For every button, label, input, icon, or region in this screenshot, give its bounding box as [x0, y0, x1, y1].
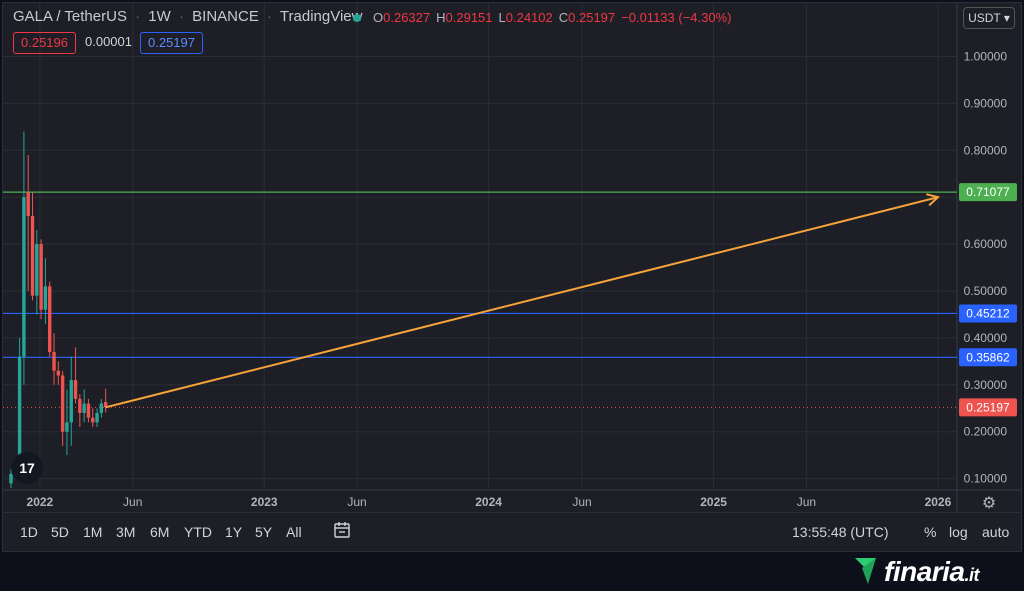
ohlc-legend: O0.26327 H0.29151 L0.24102 C0.25197 −0.01133…	[353, 10, 737, 25]
candle-body	[69, 380, 73, 423]
timeframe-5d[interactable]: 5D	[51, 524, 69, 540]
finaria-logo-icon	[855, 558, 876, 584]
trend-arrow-line	[105, 196, 939, 409]
timeframe-1d[interactable]: 1D	[20, 524, 38, 540]
tradingview-logo-icon	[11, 452, 43, 484]
log-scale-toggle[interactable]: log	[949, 524, 968, 540]
candle-body	[91, 417, 95, 423]
candle-body	[86, 403, 91, 418]
y-tick-label: 0.20000	[964, 425, 1008, 439]
close-label: C	[558, 10, 569, 25]
symbol-header[interactable]: GALA / TetherUS · 1W · BINANCE · Trading…	[13, 8, 363, 25]
candle-body	[17, 356, 22, 465]
brand-logo-text: finaria.it	[884, 556, 980, 588]
candle-body	[22, 197, 26, 357]
y-tick-label: 0.50000	[964, 284, 1008, 298]
price-axis-tag	[959, 348, 1017, 367]
source-label: TradingView	[279, 8, 363, 25]
price-axis-tag	[959, 398, 1017, 417]
candle-body	[78, 398, 82, 413]
candle-body	[35, 244, 39, 296]
timeframe-all[interactable]: All	[286, 524, 302, 540]
price-axis-tag-label: 0.45212	[966, 306, 1010, 320]
high-label: H	[436, 10, 446, 25]
trend-arrow-head	[926, 193, 940, 207]
currency-selector[interactable]: USDT ▾	[963, 7, 1015, 29]
interval-label: 1W	[148, 8, 171, 25]
buy-price-box[interactable]: 0.25197	[140, 32, 203, 54]
settings-gear-icon[interactable]: ⚙	[982, 493, 996, 512]
market-status-dot	[353, 14, 361, 23]
high-value: 0.29151	[445, 10, 493, 25]
chevron-down-icon: ▾	[1003, 11, 1010, 25]
candle-body	[48, 286, 52, 352]
price-axis-tag	[959, 183, 1017, 202]
change-value: −0.01133 (−4.30%)	[621, 10, 732, 25]
timeframe-6m[interactable]: 6M	[150, 524, 170, 540]
chart-window: 1.000000.900000.800000.700000.600000.500…	[2, 2, 1022, 552]
candle-body	[65, 422, 69, 432]
timeframe-5y[interactable]: 5Y	[255, 524, 273, 540]
brand-name: finaria	[884, 556, 965, 587]
y-tick-label: 0.10000	[964, 472, 1008, 486]
y-tick-label: 0.80000	[964, 143, 1008, 157]
low-label: L	[498, 10, 506, 25]
price-axis-tag	[959, 304, 1017, 323]
candle-body	[60, 375, 65, 432]
candle-body	[39, 244, 43, 310]
candle-body	[9, 473, 13, 484]
candle-body	[95, 412, 99, 423]
sell-price-box[interactable]: 0.25196	[13, 32, 76, 54]
candle-body	[56, 370, 61, 376]
pair-name: GALA / TetherUS	[13, 8, 127, 25]
x-tick-label: Jun	[123, 495, 142, 509]
x-tick-label: Jun	[572, 495, 591, 509]
candle-body	[82, 403, 86, 413]
x-tick-label: 2026	[925, 495, 952, 509]
auto-scale-toggle[interactable]: auto	[982, 524, 1010, 540]
price-chart[interactable]: 1.000000.900000.800000.700000.600000.500…	[3, 3, 1021, 551]
utc-clock[interactable]: 13:55:48 (UTC)	[792, 524, 889, 540]
x-tick-label: 2024	[475, 495, 502, 509]
x-tick-label: 2023	[251, 495, 278, 509]
candle-body	[43, 286, 48, 310]
timeframe-toolbar: 1D 5D 1M 3M 6M YTD 1Y 5Y All 13:55:48 (U…	[3, 512, 1021, 551]
spread-value: 0.00001	[85, 34, 132, 49]
candle-body	[73, 380, 78, 399]
low-value: 0.24102	[505, 10, 553, 25]
close-value: 0.25197	[568, 10, 616, 25]
candle-body	[52, 351, 56, 371]
date-range-icon[interactable]	[333, 521, 351, 542]
price-axis-tag-label: 0.25197	[966, 400, 1010, 414]
currency-label: USDT	[968, 11, 1001, 25]
x-tick-label: 2022	[27, 495, 54, 509]
x-tick-label: Jun	[797, 495, 816, 509]
timeframe-1y[interactable]: 1Y	[225, 524, 243, 540]
open-value: 0.26327	[383, 10, 431, 25]
x-tick-label: 2025	[700, 495, 727, 509]
y-tick-label: 0.60000	[964, 237, 1008, 251]
exchange-label: BINANCE	[192, 8, 259, 25]
tradingview-logo-glyph: 17	[19, 460, 35, 476]
open-label: O	[373, 10, 384, 25]
y-tick-label: 0.40000	[964, 331, 1008, 345]
timeframe-3m[interactable]: 3M	[116, 524, 136, 540]
candle-body	[30, 215, 35, 296]
footer-bar	[0, 552, 1024, 591]
y-tick-label: 0.30000	[964, 378, 1008, 392]
y-tick-label: 0.90000	[964, 96, 1008, 110]
brand-tld: .it	[964, 565, 980, 585]
price-axis-tag-label: 0.35862	[966, 350, 1010, 364]
candle-body	[26, 192, 30, 216]
x-tick-label: Jun	[347, 495, 366, 509]
timeframe-1m[interactable]: 1M	[83, 524, 103, 540]
candle-body	[103, 402, 108, 408]
candle-body	[99, 403, 104, 413]
timeframe-ytd[interactable]: YTD	[184, 524, 212, 540]
price-axis-tag-label: 0.71077	[966, 185, 1010, 199]
percent-scale-toggle[interactable]: %	[924, 524, 937, 540]
y-tick-label: 1.00000	[964, 49, 1008, 63]
